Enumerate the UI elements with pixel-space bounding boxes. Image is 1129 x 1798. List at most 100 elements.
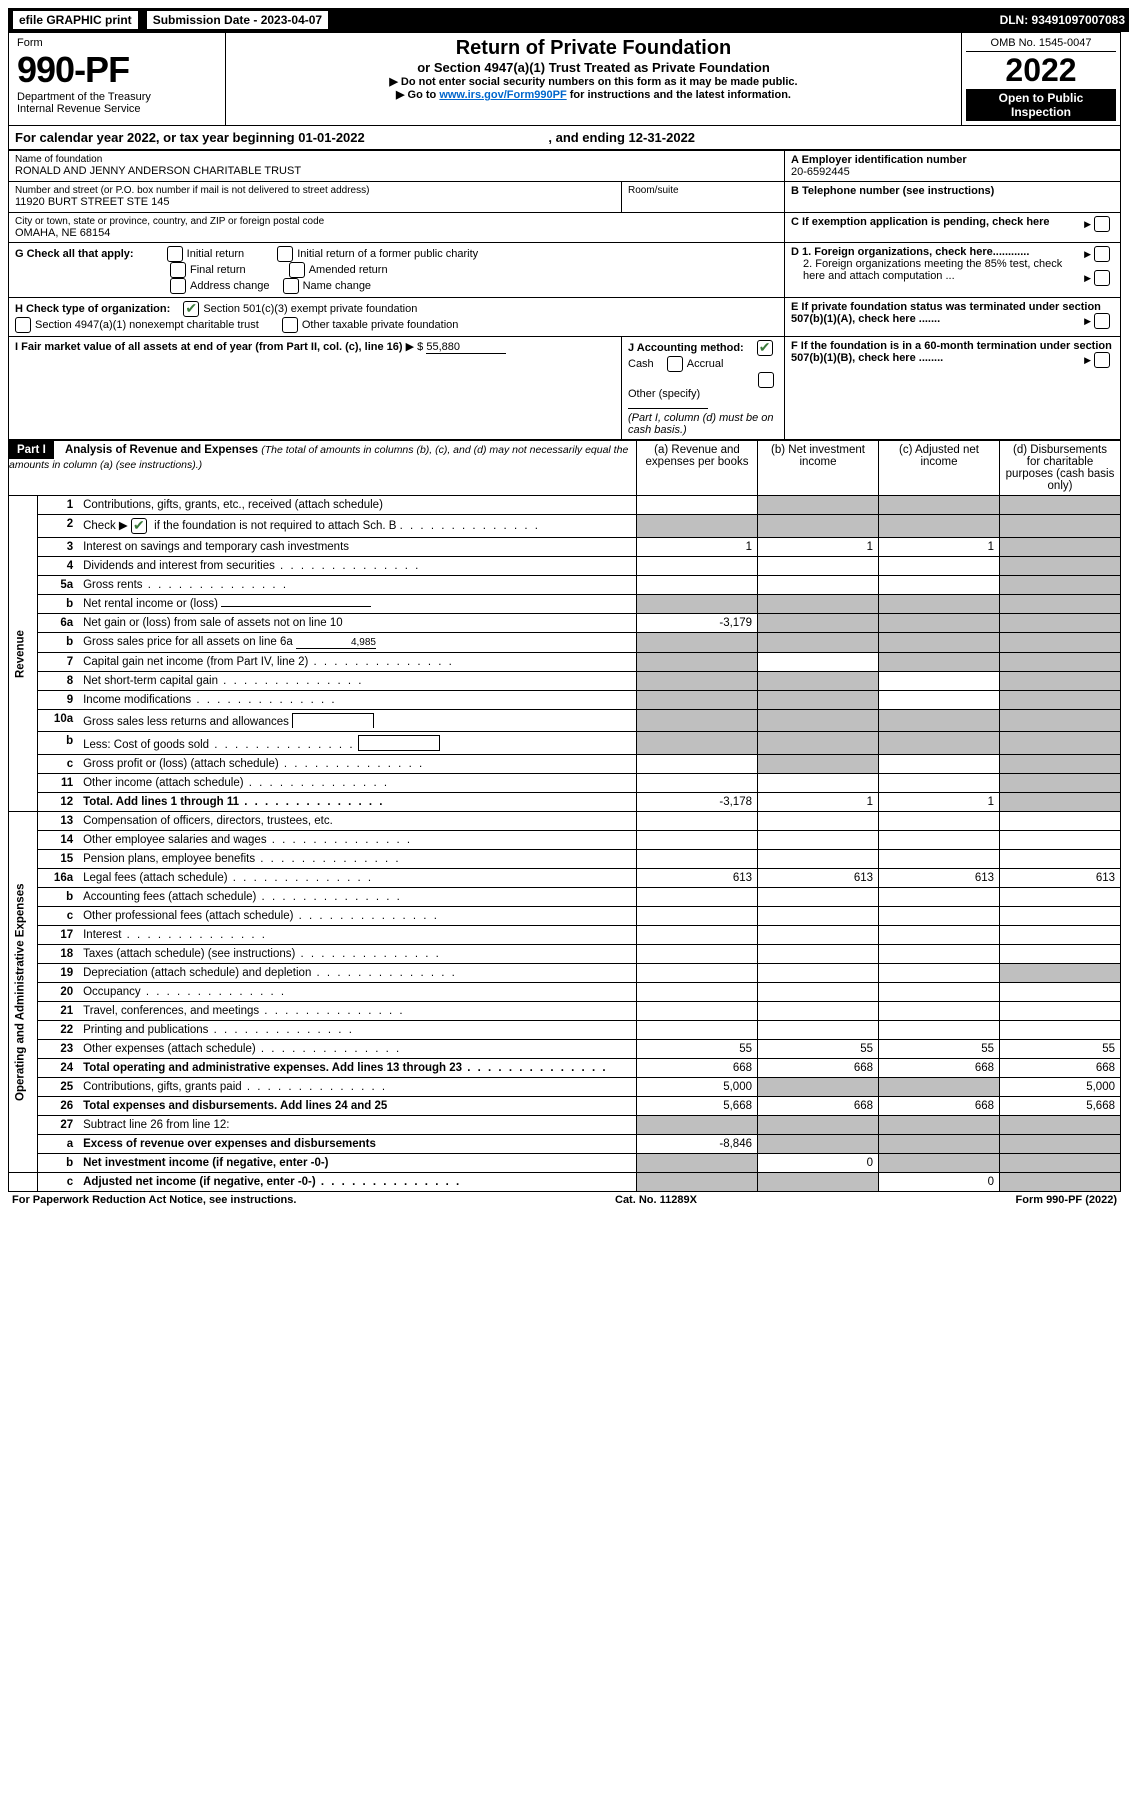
initial-former-checkbox[interactable] [277, 246, 293, 262]
expenses-label: Operating and Administrative Expenses [9, 812, 38, 1173]
l12-a: -3,178 [637, 793, 758, 812]
line-6b-num: b [38, 633, 79, 653]
ein-label: A Employer identification number [791, 154, 1114, 166]
phone-label: B Telephone number (see instructions) [791, 185, 1114, 197]
efile-print-button[interactable]: efile GRAPHIC print [12, 10, 139, 30]
note-no-ssn: ▶ Do not enter social security numbers o… [234, 75, 953, 88]
revenue-label: Revenue [9, 496, 38, 812]
cal-begin: 01-01-2022 [298, 130, 365, 145]
accrual-checkbox[interactable] [667, 356, 683, 372]
line-26-desc: Total expenses and disbursements. Add li… [78, 1097, 636, 1116]
goto-post: for instructions and the latest informat… [567, 89, 791, 101]
addr-change-checkbox[interactable] [170, 278, 186, 294]
line-7-num: 7 [38, 653, 79, 672]
line-4-num: 4 [38, 557, 79, 576]
line-24-desc: Total operating and administrative expen… [78, 1059, 636, 1078]
other-method-checkbox[interactable] [758, 372, 774, 388]
opt-cash: Cash [628, 358, 654, 370]
line-10b-desc: Less: Cost of goods sold [78, 732, 636, 755]
line-16c-desc: Other professional fees (attach schedule… [78, 907, 636, 926]
line-14-desc: Other employee salaries and wages [78, 831, 636, 850]
entity-info-table: Name of foundation RONALD AND JENNY ANDE… [8, 150, 1121, 440]
l23-a: 55 [637, 1040, 758, 1059]
opt-accrual: Accrual [687, 358, 724, 370]
line-22-num: 22 [38, 1021, 79, 1040]
amended-checkbox[interactable] [289, 262, 305, 278]
line-12-num: 12 [38, 793, 79, 812]
line-6a-num: 6a [38, 614, 79, 633]
l26-a: 5,668 [637, 1097, 758, 1116]
box-d1-checkbox[interactable] [1094, 246, 1110, 262]
box-c-checkbox[interactable] [1094, 216, 1110, 232]
l24-a: 668 [637, 1059, 758, 1078]
line-3-desc: Interest on savings and temporary cash i… [78, 538, 636, 557]
4947-checkbox[interactable] [15, 317, 31, 333]
other-taxable-checkbox[interactable] [282, 317, 298, 333]
box-e-label: E If private foundation status was termi… [791, 301, 1101, 325]
line-16a-num: 16a [38, 869, 79, 888]
street-address: 11920 BURT STREET STE 145 [15, 196, 615, 208]
schb-checkbox[interactable] [131, 518, 147, 534]
l26-b: 668 [758, 1097, 879, 1116]
line-10c-desc: Gross profit or (loss) (attach schedule) [78, 755, 636, 774]
l25-d: 5,000 [1000, 1078, 1121, 1097]
opt-addr-change: Address change [190, 280, 270, 292]
line-17-desc: Interest [78, 926, 636, 945]
line-27-num: 27 [38, 1116, 79, 1135]
line-27b-desc: Net investment income (if negative, ente… [78, 1154, 636, 1173]
name-change-checkbox[interactable] [283, 278, 299, 294]
line-2-num: 2 [38, 515, 79, 538]
opt-4947: Section 4947(a)(1) nonexempt charitable … [35, 319, 259, 331]
line-24-num: 24 [38, 1059, 79, 1078]
line-7-desc: Capital gain net income (from Part IV, l… [78, 653, 636, 672]
line-16b-num: b [38, 888, 79, 907]
line-1-num: 1 [38, 496, 79, 515]
goto-pre: ▶ Go to [396, 89, 439, 101]
l24-c: 668 [879, 1059, 1000, 1078]
irs: Internal Revenue Service [17, 103, 217, 115]
l6b-value: 4,985 [296, 637, 376, 649]
form-title-table: Form 990-PF Department of the Treasury I… [8, 32, 1121, 126]
line-20-num: 20 [38, 983, 79, 1002]
line-23-num: 23 [38, 1040, 79, 1059]
line-25-desc: Contributions, gifts, grants paid [78, 1078, 636, 1097]
cash-checkbox[interactable] [757, 340, 773, 356]
line-10a-num: 10a [38, 710, 79, 732]
line-15-num: 15 [38, 850, 79, 869]
cal-pre: For calendar year 2022, or tax year begi… [15, 130, 298, 145]
footer-left: For Paperwork Reduction Act Notice, see … [12, 1194, 296, 1206]
box-d2-checkbox[interactable] [1094, 270, 1110, 286]
501c3-checkbox[interactable] [183, 301, 199, 317]
line-3-num: 3 [38, 538, 79, 557]
final-return-checkbox[interactable] [170, 262, 186, 278]
ein-value: 20-6592445 [791, 166, 1114, 178]
line-5b-num: b [38, 595, 79, 614]
line-27c-num: c [38, 1173, 79, 1192]
line-8-desc: Net short-term capital gain [78, 672, 636, 691]
line-9-num: 9 [38, 691, 79, 710]
initial-return-checkbox[interactable] [167, 246, 183, 262]
line-9-desc: Income modifications [78, 691, 636, 710]
line-18-desc: Taxes (attach schedule) (see instruction… [78, 945, 636, 964]
box-f-checkbox[interactable] [1094, 352, 1110, 368]
part1-label: Part I [9, 441, 54, 459]
l16a-b: 613 [758, 869, 879, 888]
footer-mid: Cat. No. 11289X [615, 1194, 697, 1206]
box-i-arrow: ▶ $ [406, 341, 424, 353]
foundation-name: RONALD AND JENNY ANDERSON CHARITABLE TRU… [15, 165, 778, 177]
line-18-num: 18 [38, 945, 79, 964]
box-j-note: (Part I, column (d) must be on cash basi… [628, 412, 774, 436]
opt-final: Final return [190, 264, 246, 276]
box-h-label: H Check type of organization: [15, 303, 170, 315]
omb-number: OMB No. 1545-0047 [966, 37, 1116, 52]
box-d1-label: D 1. Foreign organizations, check here..… [791, 246, 1029, 258]
footer: For Paperwork Reduction Act Notice, see … [8, 1192, 1121, 1208]
form990pf-link[interactable]: www.irs.gov/Form990PF [439, 89, 566, 101]
box-e-checkbox[interactable] [1094, 313, 1110, 329]
line-25-num: 25 [38, 1078, 79, 1097]
line-27a-num: a [38, 1135, 79, 1154]
line-20-desc: Occupancy [78, 983, 636, 1002]
line-12-desc: Total. Add lines 1 through 11 [78, 793, 636, 812]
name-label: Name of foundation [15, 154, 778, 165]
line-6a-desc: Net gain or (loss) from sale of assets n… [78, 614, 636, 633]
